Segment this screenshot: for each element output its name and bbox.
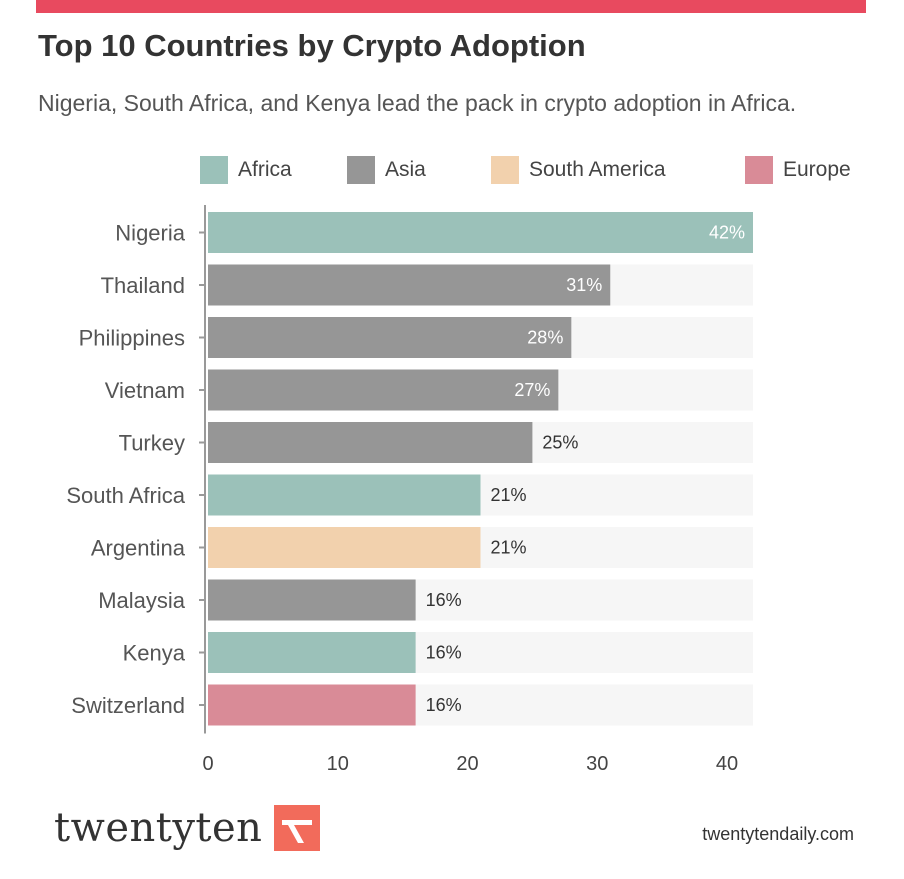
data-label-south-africa: 21% [491, 485, 527, 505]
category-label-argentina: Argentina [91, 536, 186, 561]
data-label-philippines: 28% [527, 328, 563, 348]
legend-swatch-south-america [491, 156, 519, 184]
bar-vietnam [208, 369, 559, 411]
legend-label-south-america: South America [529, 158, 666, 181]
data-label-switzerland: 16% [426, 695, 462, 715]
chart-title: Top 10 Countries by Crypto Adoption [38, 28, 586, 63]
legend-swatch-africa [200, 156, 228, 184]
category-label-malaysia: Malaysia [98, 588, 186, 613]
data-label-argentina: 21% [491, 538, 527, 558]
category-label-south-africa: South Africa [66, 483, 185, 508]
brand-name: twentyten [54, 805, 263, 851]
category-label-philippines: Philippines [79, 326, 185, 351]
data-label-kenya: 16% [426, 643, 462, 663]
x-tick-label-40: 40 [716, 753, 738, 775]
bar-argentina [208, 527, 481, 568]
bar-philippines [208, 317, 572, 358]
data-label-turkey: 25% [542, 433, 578, 453]
bar-nigeria [208, 212, 753, 253]
legend-item-europe: Europe [745, 155, 851, 185]
x-tick-label-10: 10 [327, 753, 349, 775]
paper-plane-logo-icon [274, 805, 321, 851]
category-label-vietnam: Vietnam [105, 378, 185, 403]
legend-swatch-asia [347, 156, 375, 184]
bar-switzerland [208, 684, 416, 726]
x-tick-label-30: 30 [586, 753, 608, 775]
footer-url: twentytendaily.com [702, 824, 854, 844]
brand-logo: twentyten [54, 803, 321, 853]
bar-south-africa [208, 474, 481, 516]
category-label-turkey: Turkey [119, 431, 185, 456]
legend: Africa Asia South America Europe [0, 155, 904, 185]
legend-item-asia: Asia [347, 155, 426, 185]
category-label-nigeria: Nigeria [115, 221, 185, 246]
bar-turkey [208, 422, 533, 463]
bar-kenya [208, 632, 416, 673]
legend-item-africa: Africa [200, 155, 292, 185]
data-label-thailand: 31% [566, 275, 602, 295]
legend-label-europe: Europe [783, 158, 851, 181]
bar-thailand [208, 264, 611, 306]
category-label-switzerland: Switzerland [71, 693, 185, 718]
accent-top-bar [36, 0, 866, 13]
data-label-nigeria: 42% [709, 223, 745, 243]
category-label-thailand: Thailand [101, 273, 185, 298]
x-tick-label-20: 20 [456, 753, 478, 775]
category-label-kenya: Kenya [123, 641, 186, 666]
bar-chart: Nigeria 42% Thailand 31% Philippines 28% Vietn… [66, 205, 753, 775]
legend-item-south-america: South America [491, 155, 666, 185]
legend-label-asia: Asia [385, 158, 426, 181]
bar-malaysia [208, 579, 416, 621]
chart-subtitle: Nigeria, South Africa, and Kenya lead th… [38, 90, 797, 116]
legend-swatch-europe [745, 156, 773, 184]
data-label-vietnam: 27% [514, 380, 550, 400]
x-tick-label-0: 0 [202, 753, 213, 775]
data-label-malaysia: 16% [426, 590, 462, 610]
legend-label-africa: Africa [238, 158, 292, 181]
